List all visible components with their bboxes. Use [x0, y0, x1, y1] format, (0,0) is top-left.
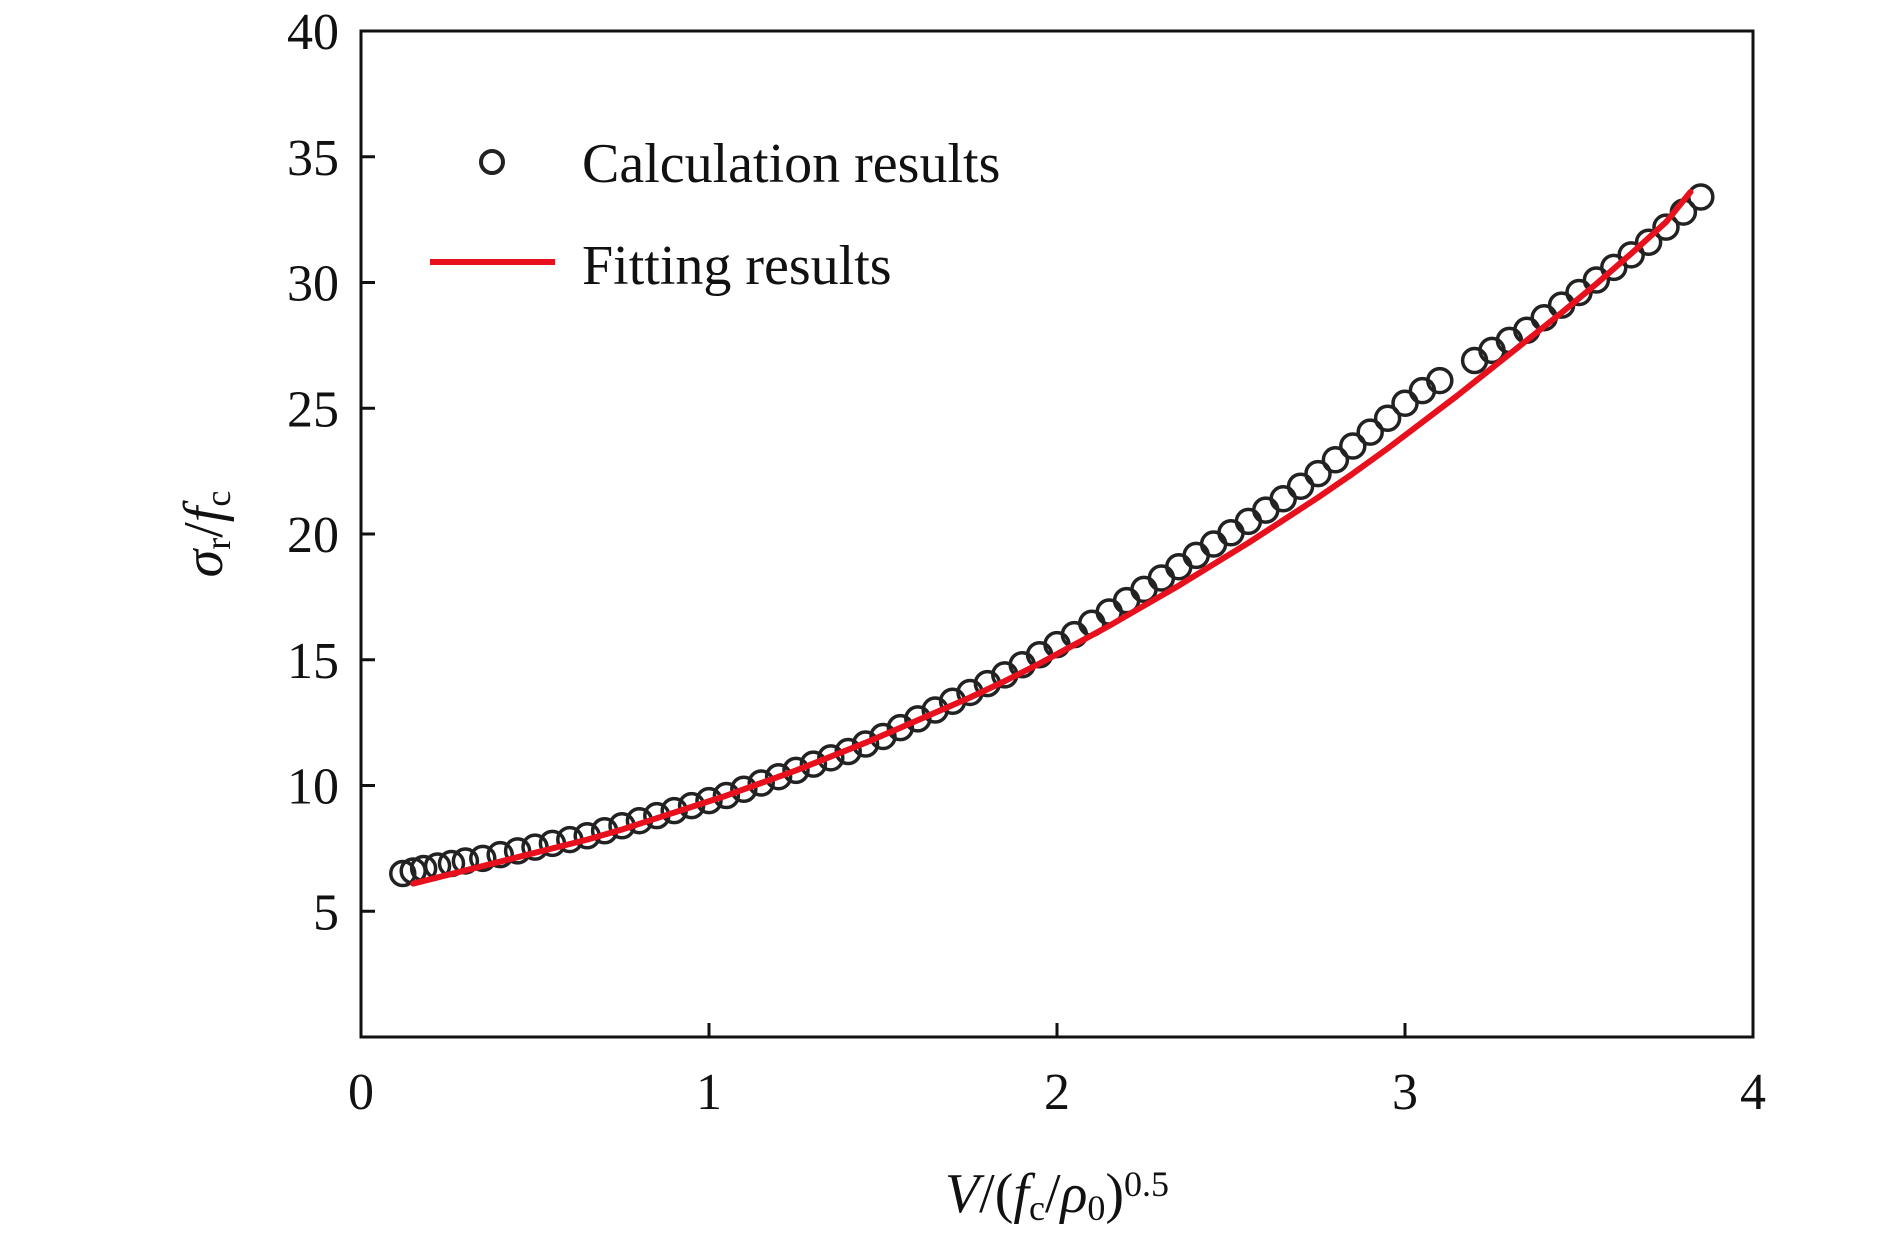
data-point [1652, 213, 1680, 241]
data-point [799, 750, 828, 778]
axis-label-part: σ [173, 547, 235, 577]
data-point [1147, 564, 1176, 592]
data-point [1286, 472, 1315, 500]
data-point [817, 744, 845, 772]
x-tick-label: 4 [1740, 1064, 1766, 1121]
legend-label-fitting: Fitting results [582, 235, 892, 297]
axis-label-part: 0.5 [1124, 1164, 1169, 1204]
data-point [1687, 183, 1715, 211]
axis-label-part: r [198, 538, 238, 550]
y-tick-label: 15 [287, 633, 339, 690]
y-tick-label: 10 [287, 759, 339, 816]
data-point [469, 844, 497, 873]
axis-label-part: ) [1105, 1163, 1124, 1225]
axis-label-part: / [173, 522, 235, 538]
y-tick-label: 35 [287, 130, 339, 187]
y-tick-label: 5 [313, 884, 339, 941]
data-point [1373, 404, 1402, 433]
axis-label-part: /( [979, 1163, 1013, 1225]
axis-label-part: c [198, 491, 238, 507]
legend-label-calculation: Calculation results [582, 133, 1000, 195]
x-tick-label: 3 [1392, 1064, 1418, 1121]
x-axis-ticks: 0 1 2 3 4 [348, 1023, 1766, 1121]
data-point [782, 756, 810, 785]
data-point [747, 769, 775, 797]
y-axis-ticks: 5 10 15 20 25 30 35 40 [287, 4, 375, 941]
data-point [1321, 446, 1350, 474]
y-tick-label: 25 [287, 381, 339, 438]
plot-frame [359, 29, 1755, 1039]
axis-label-part: / [1045, 1163, 1061, 1225]
y-tick-label: 20 [287, 507, 339, 564]
data-point [1269, 485, 1297, 513]
data-point [389, 859, 417, 888]
y-tick-label: 30 [287, 256, 339, 313]
data-point [1217, 518, 1245, 547]
data-point [486, 840, 514, 869]
data-point [695, 786, 723, 815]
axis-label-part: 0 [1087, 1188, 1105, 1228]
legend: Calculation results Fitting results [430, 133, 1000, 297]
data-point [1634, 228, 1663, 257]
axis-label-part: ρ [1059, 1163, 1088, 1225]
axis-label-part: c [1029, 1188, 1045, 1228]
legend-marker-calculation [479, 149, 505, 175]
data-point [1426, 366, 1454, 395]
x-tick-label: 1 [696, 1064, 722, 1121]
data-point [1356, 418, 1384, 446]
data-point [764, 762, 793, 791]
data-point [1339, 432, 1367, 460]
data-point [1391, 389, 1419, 417]
data-point [1234, 507, 1263, 536]
data-point [1165, 552, 1193, 581]
y-tick-label: 40 [287, 4, 339, 61]
data-point [1199, 530, 1228, 558]
axis-label-part: V [945, 1163, 985, 1225]
data-point [712, 781, 741, 810]
data-point [1252, 496, 1280, 524]
data-point [730, 775, 758, 804]
data-point [1182, 541, 1210, 570]
x-axis-label: V/(fc/ρ0)0.5 [945, 1163, 1169, 1228]
y-axis-label: σr/fc [173, 491, 238, 578]
data-point [503, 837, 532, 865]
x-tick-label: 0 [348, 1064, 374, 1121]
fitting-line [410, 189, 1694, 887]
data-point [851, 730, 880, 758]
data-point [1304, 459, 1332, 488]
x-tick-label: 2 [1044, 1064, 1070, 1121]
